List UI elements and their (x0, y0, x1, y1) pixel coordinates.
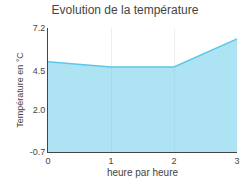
svg-text:2: 2 (171, 156, 176, 166)
svg-text:Evolution de la température: Evolution de la température (52, 3, 199, 17)
svg-text:3: 3 (234, 156, 239, 166)
svg-text:7.2: 7.2 (33, 23, 46, 33)
svg-text:1: 1 (108, 156, 113, 166)
svg-text:2.0: 2.0 (33, 105, 46, 115)
svg-text:0: 0 (45, 156, 50, 166)
svg-text:heure par heure: heure par heure (107, 167, 179, 178)
svg-text:-0.7: -0.7 (30, 147, 46, 157)
svg-text:Température en °C: Température en °C (15, 52, 25, 128)
svg-text:4.5: 4.5 (33, 66, 46, 76)
